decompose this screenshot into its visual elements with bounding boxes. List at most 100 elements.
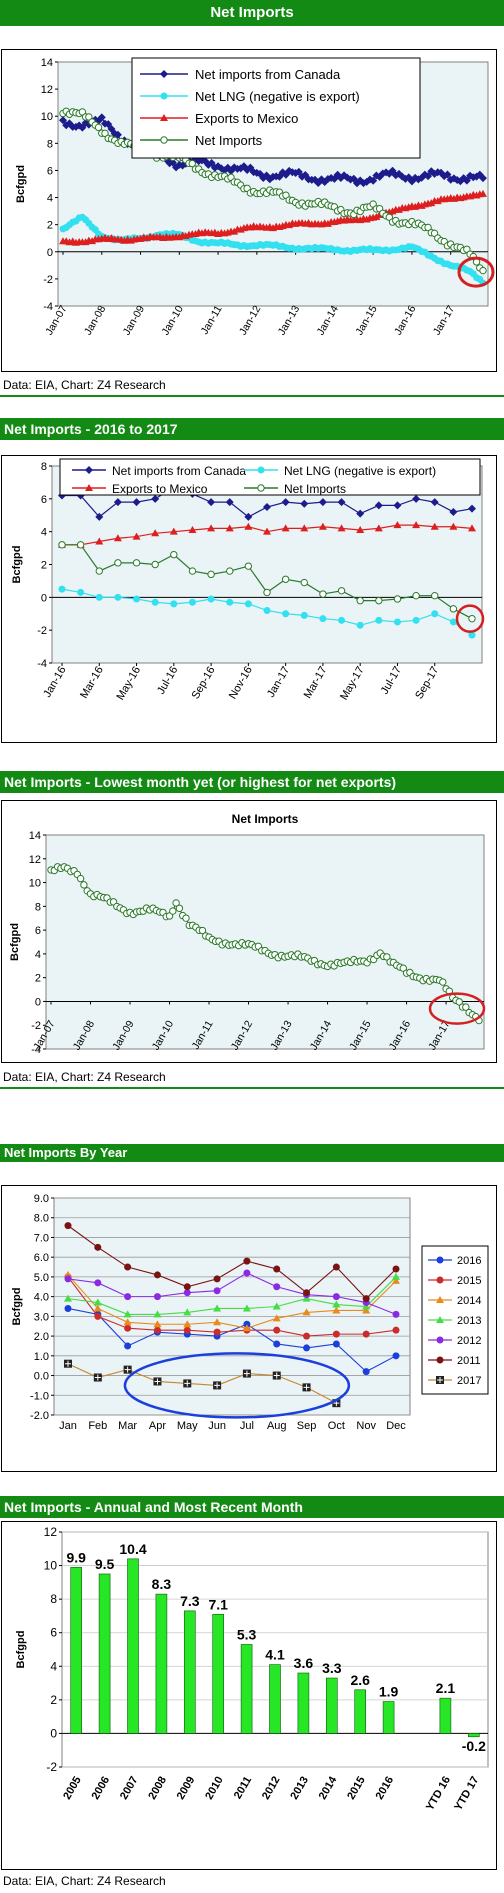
series-point-2013 [272, 1302, 281, 1310]
x-tick-label: Mar-17 [302, 665, 330, 701]
series-point-2013 [242, 1304, 251, 1312]
legend-label: Net LNG (negative is export) [284, 464, 436, 478]
series-point-2014 [153, 1320, 162, 1328]
y-tick-label: 0 [41, 592, 47, 604]
series-point-2011 [362, 1295, 370, 1303]
x-tick-label: YTD 16 [424, 1775, 453, 1813]
x-tick-label: 2008 [146, 1775, 169, 1802]
series-point-mexico [356, 526, 365, 534]
series-line-2015 [67, 1276, 397, 1337]
legend-label: Exports to Mexico [195, 111, 298, 126]
legend-label: 2013 [457, 1315, 481, 1327]
series-point-canada [113, 498, 122, 507]
legend-marker-lng [257, 466, 265, 474]
legend-marker-2015 [436, 1276, 444, 1284]
x-tick-label: Jan-17 [431, 303, 458, 337]
legend-marker-net [160, 136, 168, 144]
y-tick-label: 0 [50, 1726, 57, 1740]
y-axis-label: Bcfgpd [11, 546, 23, 584]
x-tick-label: Oct [328, 1420, 345, 1432]
x-tick-label: 2005 [61, 1775, 84, 1802]
y-tick-label: 0 [35, 996, 41, 1008]
x-tick-label: Jul [240, 1420, 254, 1432]
x-tick-label: 2006 [90, 1775, 113, 1802]
series-point-net [170, 550, 178, 559]
legend-label: 2014 [457, 1295, 481, 1307]
series-point-net [439, 978, 447, 986]
y-tick-label: 6 [50, 1626, 57, 1640]
series-point-2011 [124, 1263, 132, 1271]
y-tick-label: 6.0 [34, 1252, 49, 1264]
series-point-2013 [332, 1300, 341, 1308]
data-label: 5.3 [237, 1626, 257, 1642]
series-point-canada [59, 116, 67, 125]
bar [354, 1689, 367, 1734]
y-tick-label: 10 [41, 111, 53, 123]
series-point-net [151, 560, 159, 569]
legend-marker-mexico [85, 484, 93, 491]
series-point-2017-plus [243, 1370, 250, 1377]
series-point-mexico [95, 537, 104, 545]
legend-label: Exports to Mexico [112, 482, 208, 496]
series-point-net [94, 123, 103, 132]
legend-label: 2017 [457, 1375, 481, 1387]
series-point-2016 [332, 1340, 340, 1348]
series-point-mexico [244, 522, 253, 530]
y-tick-label: -2.0 [30, 1410, 49, 1422]
series-point-mexico [337, 524, 346, 532]
chart-frame-net-imports: -4 -2 0 2 4 6 8 10 12 14 Jan-07 Jan-08 Jan-09 Jan-10 J… [1, 49, 497, 372]
legend-label: 2012 [457, 1335, 481, 1347]
series-point-canada [294, 167, 303, 176]
series-point-mexico [281, 524, 290, 532]
series-point-2014 [272, 1314, 281, 1322]
x-tick-label: Jan-08 [82, 303, 109, 337]
data-label: 1.9 [379, 1684, 399, 1700]
series-point-2014 [213, 1318, 222, 1326]
series-point-canada [420, 170, 429, 179]
series-line-2013 [67, 1276, 397, 1315]
series-point-2011 [94, 1243, 102, 1251]
series-point-2014 [362, 1306, 371, 1314]
series-point-lng [151, 598, 159, 606]
x-tick-label: Jan-12 [237, 303, 264, 337]
series-point-2017-plus [214, 1382, 221, 1389]
series-line-2017 [67, 1363, 337, 1404]
series-point-mexico [113, 534, 122, 542]
x-tick-label: Aug [267, 1420, 287, 1432]
series-point-net [188, 159, 196, 168]
series-point-canada [449, 507, 458, 516]
x-tick-label: Sep-16 [190, 665, 218, 702]
series-point-mexico [479, 189, 487, 197]
x-tick-label: 2011 [232, 1775, 254, 1802]
legend-marker-net [257, 484, 265, 492]
bar [212, 1613, 224, 1734]
series-point-canada [207, 158, 216, 167]
series-point-mexico [427, 199, 436, 207]
data-label: 7.3 [180, 1593, 200, 1609]
x-tick-label: Jan [59, 1420, 77, 1432]
series-point-2016 [303, 1344, 311, 1352]
series-point-canada [330, 174, 339, 183]
series-point-net [76, 874, 85, 883]
series-point-mexico [468, 524, 476, 532]
series-point-2013 [183, 1308, 192, 1316]
series-point-2015 [183, 1326, 191, 1334]
legend-label: Net imports from Canada [195, 67, 341, 82]
series-point-mexico [263, 527, 271, 535]
chart-frame-annual: -2 0 2 4 6 8 10 12 Bcfgpd 9.9 2005 9.5 2006 10.4 2007 8… [1, 1521, 497, 1870]
series-point-net [263, 588, 271, 597]
series-point-canada [78, 123, 87, 132]
series-line-2011 [67, 1225, 397, 1300]
y-tick-label: 2 [50, 1693, 57, 1707]
series-point-mexico [300, 524, 309, 532]
y-axis-label: Bcfgpd [11, 1288, 23, 1326]
series-point-2014 [392, 1276, 400, 1284]
series-point-mexico [132, 532, 141, 540]
series-point-2016 [124, 1342, 132, 1350]
series-point-2014 [332, 1306, 341, 1314]
series-point-lng [412, 616, 420, 624]
series-point-2016 [273, 1340, 281, 1348]
x-tick-label: Jul-16 [155, 665, 180, 697]
x-tick-label: Jun [208, 1420, 226, 1432]
bar [269, 1664, 281, 1734]
